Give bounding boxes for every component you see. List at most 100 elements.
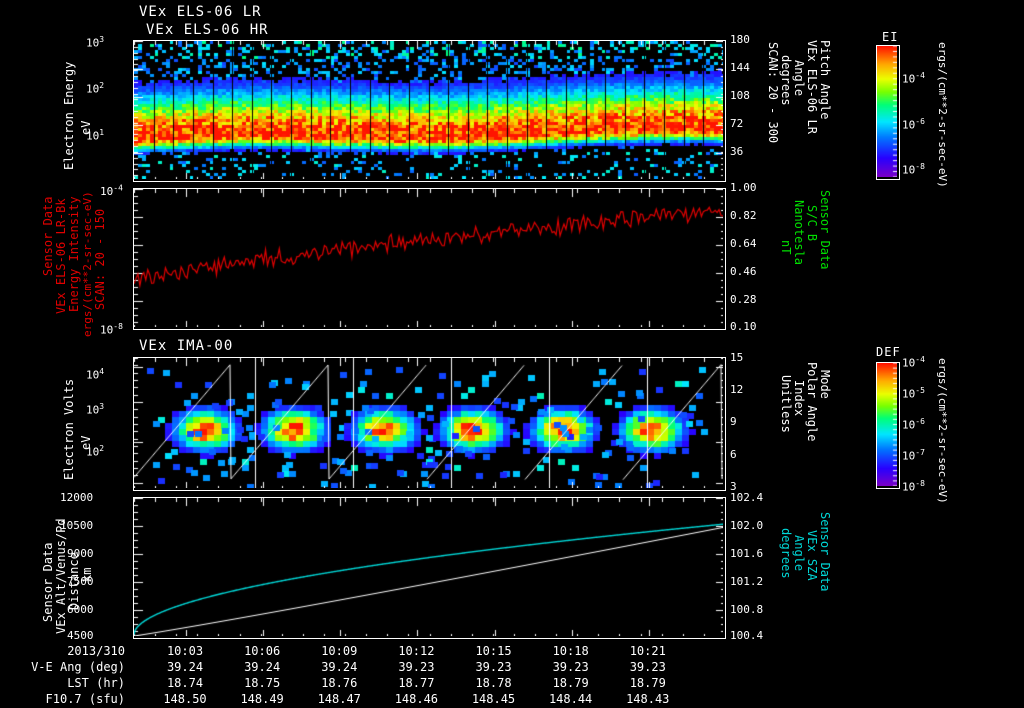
- footer-f107-0: 148.50: [163, 692, 207, 706]
- panel1-right-title-1: Pitch Angle: [818, 40, 832, 120]
- panel1-scan-range: SCAN: 20 - 300: [766, 42, 780, 144]
- panel2-y2tick-6: 0.10: [730, 320, 757, 333]
- footer-time-0: 10:03: [166, 644, 204, 658]
- panel2-right-line-1: Sensor Data: [818, 190, 832, 270]
- footer-ve-ang-5: 39.23: [552, 660, 589, 674]
- footer-f107-3: 148.46: [394, 692, 439, 706]
- def-colorbar[interactable]: [876, 362, 900, 489]
- panel2-y2tick-5: 0.28: [730, 293, 757, 306]
- footer-f107-6: 148.43: [626, 692, 670, 706]
- footer-row-label-lst: LST (hr): [67, 676, 125, 690]
- footer-time-1: 10:06: [244, 644, 281, 658]
- ei-colorbar-units: ergs/(cm**2-sr-sec-eV): [936, 42, 949, 188]
- footer-lst-5: 18.79: [552, 676, 589, 690]
- panel3-right-line-3: Index: [792, 380, 806, 417]
- footer-row-label-date: 2013/310: [67, 644, 125, 658]
- panel1-title-hr: VEx ELS-06 HR: [146, 22, 269, 38]
- footer-time-4: 10:15: [475, 644, 512, 658]
- panel4-right-line-1: Sensor Data: [818, 512, 832, 592]
- panel1-left-axis-label: Electron Energy: [62, 61, 76, 170]
- footer-ve-ang-0: 39.24: [166, 660, 204, 674]
- panel3-y2tick-9: 9: [730, 415, 737, 428]
- panel1-title-lr: VEx ELS-06 LR: [139, 4, 262, 20]
- def-colorbar-tick-5: 10-8: [902, 479, 925, 494]
- panel3-left-axis-label: Electron Volts: [62, 378, 76, 480]
- panel1-ytick-3: 103: [86, 35, 105, 50]
- panel1-y2tick-144: 144: [730, 61, 750, 74]
- panel3-ytick-3: 103: [86, 402, 105, 417]
- panel4-y2tick-5: 100.8: [730, 603, 764, 616]
- panel4-right-line-3: Angle: [792, 535, 806, 572]
- panel2-y2tick-3: 0.64: [730, 237, 757, 250]
- panel2-ytick-top: 10-4: [100, 183, 123, 198]
- footer-lst-1: 18.75: [244, 676, 281, 690]
- panel4-ytick-6000: 6000: [67, 603, 94, 616]
- panel3-y2tick-12: 12: [730, 383, 744, 396]
- panel3-right-line-4: Unitless: [779, 375, 793, 433]
- def-colorbar-tick-4: 10-7: [902, 448, 925, 463]
- panel4-ytick-9000: 9000: [67, 547, 94, 560]
- panel2-right-line-3: Nanotesla: [792, 200, 806, 266]
- footer-f107-2: 148.47: [317, 692, 361, 706]
- altitude-sza-panel[interactable]: [133, 497, 726, 639]
- panel3-ytick-4: 104: [86, 367, 105, 382]
- panel4-ytick-4500: 4500: [67, 629, 94, 642]
- def-colorbar-title: DEF: [876, 345, 901, 359]
- footer-lst-0: 18.74: [166, 676, 204, 690]
- footer-ve-ang-3: 39.23: [398, 660, 435, 674]
- panel1-right-title-2: VEx ELS-06 LR: [805, 40, 819, 134]
- footer-lst-2: 18.76: [321, 676, 358, 690]
- panel4-y2tick-3: 101.6: [730, 547, 764, 560]
- ei-colorbar-tick-3: 10-8: [902, 162, 925, 177]
- panel2-scan-range: SCAN: 20 - 150: [93, 208, 107, 310]
- panel3-ytick-2: 102: [86, 444, 105, 459]
- panel1-y2tick-108: 108: [730, 89, 750, 102]
- panel4-left-line-3: Distance: [67, 552, 81, 610]
- panel2-y2tick-1: 1.00: [730, 181, 757, 194]
- panel4-y2tick-2: 102.0: [730, 519, 764, 532]
- panel4-ytick-7500: 7500: [67, 575, 94, 588]
- footer-table: 2013/310 V-E Ang (deg) LST (hr) F10.7 (s…: [0, 643, 760, 708]
- footer-time-2: 10:09: [321, 644, 358, 658]
- panel1-right-axis-label: Angle: [792, 60, 806, 97]
- ima-spectrogram-panel[interactable]: [133, 357, 726, 491]
- ei-colorbar-tick-1: 10-4: [902, 71, 925, 86]
- footer-f107-4: 148.45: [471, 692, 516, 706]
- panel1-y2tick-72: 72: [730, 117, 744, 130]
- ei-colorbar-tick-2: 10-6: [902, 117, 925, 132]
- def-colorbar-tick-2: 10-5: [902, 386, 925, 401]
- panel3-y2tick-6: 6: [730, 448, 737, 461]
- panel4-y2tick-6: 100.4: [730, 629, 764, 642]
- panel4-ytick-10500: 10500: [60, 519, 94, 532]
- panel2-right-line-4: nT: [779, 240, 793, 255]
- footer-time-6: 10:21: [629, 644, 666, 658]
- panel1-right-axis-units: degrees: [779, 55, 793, 106]
- footer-time-3: 10:12: [398, 644, 435, 658]
- panel2-ytick-bottom: 10-8: [100, 322, 123, 337]
- footer-ve-ang-2: 39.24: [321, 660, 358, 674]
- panel4-right-line-2: VEx SZA: [805, 530, 819, 581]
- footer-row-label-ve-ang: V-E Ang (deg): [31, 660, 125, 674]
- footer-time-5: 10:18: [552, 644, 589, 658]
- footer-row-label-f107: F10.7 (sfu): [45, 692, 125, 706]
- panel3-y2tick-3: 3: [730, 480, 737, 493]
- panel4-right-line-4: degrees: [779, 528, 793, 579]
- def-colorbar-units: ergs/(cm**2-sr-sec-eV): [936, 358, 949, 504]
- panel1-y2tick-180: 180: [730, 33, 750, 46]
- energy-intensity-panel[interactable]: [133, 188, 726, 330]
- panel4-y2tick-1: 102.4: [730, 491, 764, 504]
- panel3-y2tick-15: 15: [730, 351, 744, 364]
- def-colorbar-tick-3: 10-6: [902, 417, 925, 432]
- panel2-y2tick-4: 0.46: [730, 265, 757, 278]
- footer-ve-ang-1: 39.24: [244, 660, 281, 674]
- panel3-right-line-2: Polar Angle: [805, 362, 819, 442]
- panel4-ytick-12000: 12000: [60, 491, 94, 504]
- panel2-right-line-2: S/C B: [805, 205, 819, 242]
- els-spectrogram-panel[interactable]: [133, 40, 726, 182]
- ei-colorbar[interactable]: [876, 45, 900, 180]
- footer-lst-6: 18.79: [629, 676, 666, 690]
- panel2-left-line-3: Energy Intensity: [67, 196, 81, 312]
- panel3-title: VEx IMA-00: [139, 338, 234, 354]
- footer-ve-ang-6: 39.23: [629, 660, 666, 674]
- footer-lst-4: 18.78: [475, 676, 512, 690]
